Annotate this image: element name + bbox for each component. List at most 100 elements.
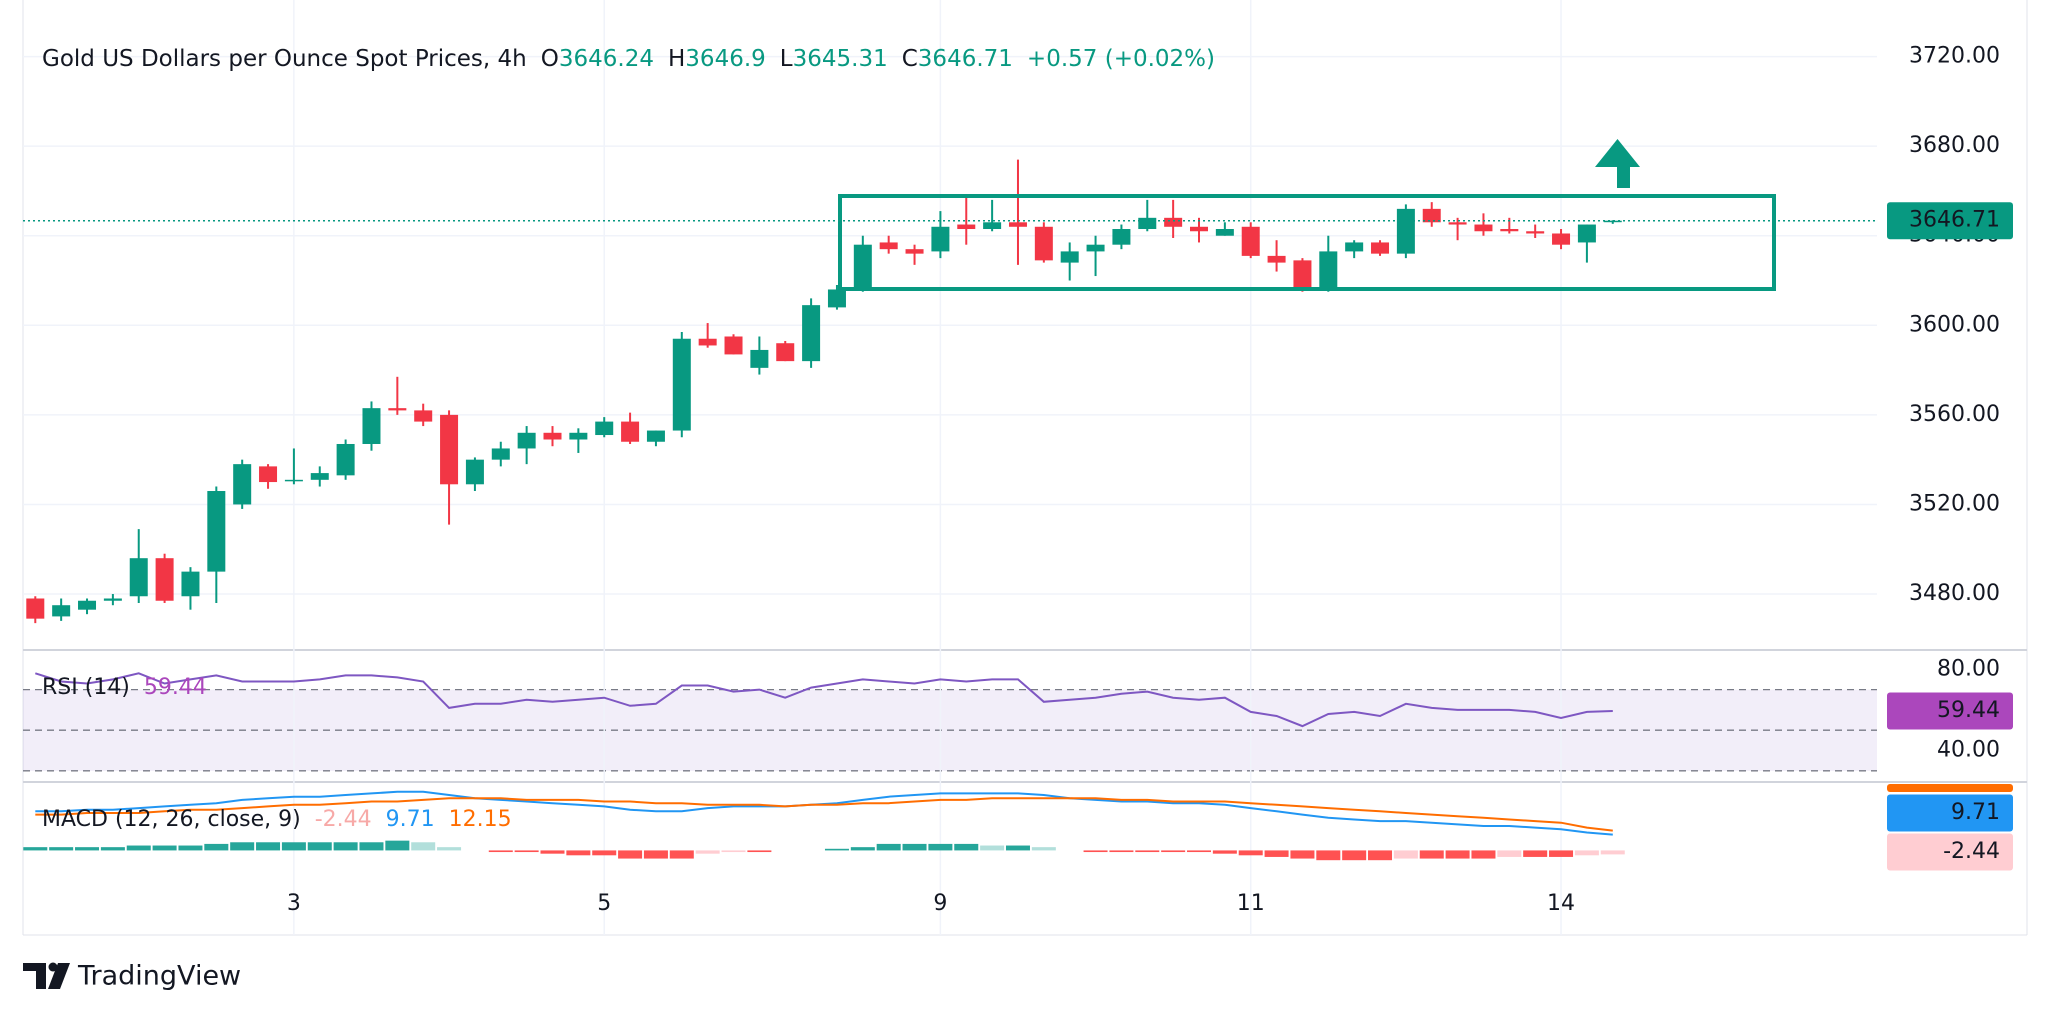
macd-histogram-bar bbox=[928, 843, 953, 851]
macd-histogram-bar bbox=[1393, 850, 1418, 859]
y-tick-label: 3600.00 bbox=[1909, 312, 2000, 337]
price-label: 3646.71 bbox=[1909, 208, 2000, 233]
rsi-name: RSI (14) bbox=[42, 675, 130, 700]
candle-body bbox=[1112, 229, 1131, 245]
candle-body bbox=[1396, 208, 1415, 254]
macd-histogram-bar bbox=[1368, 850, 1393, 861]
candle-body bbox=[155, 558, 174, 601]
x-tick-label: 9 bbox=[933, 891, 947, 916]
logo: TradingView bbox=[23, 961, 241, 992]
y-tick-label: 3560.00 bbox=[1909, 402, 2000, 427]
macd-histogram-bar bbox=[1031, 847, 1056, 851]
candle-body bbox=[1215, 229, 1234, 236]
signal-box bbox=[1887, 784, 2013, 792]
rsi-label: 59.44 bbox=[1937, 698, 2000, 723]
x-tick-label: 14 bbox=[1547, 891, 1575, 916]
macd-histogram-bar bbox=[1264, 850, 1289, 857]
candle-body bbox=[1422, 208, 1441, 223]
candle-body bbox=[440, 414, 459, 485]
macd-histogram-bar bbox=[488, 850, 513, 853]
candle-body bbox=[1448, 222, 1467, 225]
macd-histogram-bar bbox=[1342, 850, 1367, 861]
candle-body bbox=[52, 605, 71, 617]
ohlc-value: 3646.24 bbox=[559, 46, 654, 72]
macd-histogram-bar bbox=[437, 847, 462, 851]
hist-value: -2.44 bbox=[315, 807, 372, 832]
candle-body bbox=[1293, 260, 1312, 288]
macd-box bbox=[1887, 794, 2013, 832]
axis: 3480.003520.003560.003600.003640.003680.… bbox=[287, 44, 2013, 916]
price-box bbox=[1887, 202, 2013, 240]
x-tick-label: 3 bbox=[287, 891, 301, 916]
signal-value: 12.15 bbox=[449, 807, 512, 832]
macd-histogram-bar bbox=[230, 842, 255, 851]
macd-histogram-bar bbox=[1600, 850, 1625, 855]
macd-histogram-bar bbox=[307, 842, 332, 851]
ohlc-label: H bbox=[668, 46, 685, 72]
candle-body bbox=[646, 430, 665, 442]
macd-histogram-bar bbox=[592, 850, 617, 856]
macd-histogram-bar bbox=[721, 850, 746, 853]
macd-histogram-bar bbox=[126, 845, 151, 851]
candle-body bbox=[1008, 222, 1027, 227]
logo-mark bbox=[23, 963, 46, 989]
macd-histogram-bar bbox=[1549, 850, 1574, 857]
change: +0.57 (+0.02%) bbox=[1027, 46, 1215, 72]
candle-body bbox=[1552, 233, 1571, 245]
macd-histogram-bar bbox=[1316, 850, 1341, 861]
x-tick-label: 11 bbox=[1237, 891, 1265, 916]
macd-histogram-bar bbox=[1419, 850, 1444, 859]
macd-histogram-bar bbox=[1135, 850, 1160, 853]
candle-body bbox=[1086, 244, 1105, 252]
ohlc-value: 3646.71 bbox=[918, 46, 1013, 72]
marks bbox=[23, 159, 1877, 861]
macd-histogram-bar bbox=[1574, 850, 1599, 856]
candle-body bbox=[1267, 255, 1286, 263]
macd-histogram-bar bbox=[1187, 850, 1211, 853]
logo-mark bbox=[48, 962, 58, 972]
macd-histogram-bar bbox=[281, 842, 306, 851]
candle-body bbox=[1164, 217, 1183, 227]
candle-body bbox=[827, 289, 846, 308]
histogram-box bbox=[1887, 833, 2013, 871]
candle-body bbox=[1060, 251, 1079, 263]
rsi-tick-label: 80.00 bbox=[1937, 656, 2000, 681]
macd-histogram-bar bbox=[411, 842, 436, 851]
grid bbox=[22, 0, 2028, 936]
macd-histogram-bar bbox=[204, 843, 229, 851]
macd-histogram-bar bbox=[695, 850, 720, 854]
candle-body bbox=[1138, 217, 1157, 230]
candle-body bbox=[362, 408, 381, 444]
rsi-value: 59.44 bbox=[144, 675, 207, 700]
macd-histogram-bar bbox=[100, 847, 125, 851]
macd-histogram-bar bbox=[850, 847, 875, 851]
candle-body bbox=[129, 558, 148, 597]
rsi-tick-label: 40.00 bbox=[1937, 738, 2000, 763]
candle-body bbox=[1345, 242, 1364, 252]
macd-histogram-bar bbox=[980, 845, 1005, 851]
x-tick-label: 5 bbox=[597, 891, 611, 916]
candle-body bbox=[1241, 226, 1260, 256]
candle-body bbox=[336, 443, 355, 476]
macd-histogram-bar bbox=[1005, 845, 1030, 851]
candle-body bbox=[181, 571, 200, 597]
logo-mark bbox=[48, 963, 70, 989]
macd-histogram-bar bbox=[1083, 850, 1108, 853]
ohlc-value: 3646.9 bbox=[685, 46, 765, 72]
macd-histogram-bar bbox=[1161, 850, 1186, 853]
macd-histogram-bar bbox=[954, 843, 979, 851]
rsi-line bbox=[34, 672, 1613, 728]
candle-body bbox=[103, 598, 122, 601]
candle-body bbox=[233, 464, 252, 505]
candle-body bbox=[1371, 242, 1390, 254]
macd-histogram-bar bbox=[178, 845, 203, 851]
ohlc-label: L bbox=[780, 46, 793, 72]
candle-body bbox=[853, 244, 872, 288]
header: Gold US Dollars per Ounce Spot Prices, 4… bbox=[42, 46, 1215, 72]
macd-histogram-bar bbox=[49, 847, 74, 851]
candle-body bbox=[879, 242, 898, 250]
y-tick-label: 3720.00 bbox=[1909, 44, 2000, 69]
candle-body bbox=[543, 432, 562, 440]
macd-histogram-bar bbox=[566, 850, 591, 856]
